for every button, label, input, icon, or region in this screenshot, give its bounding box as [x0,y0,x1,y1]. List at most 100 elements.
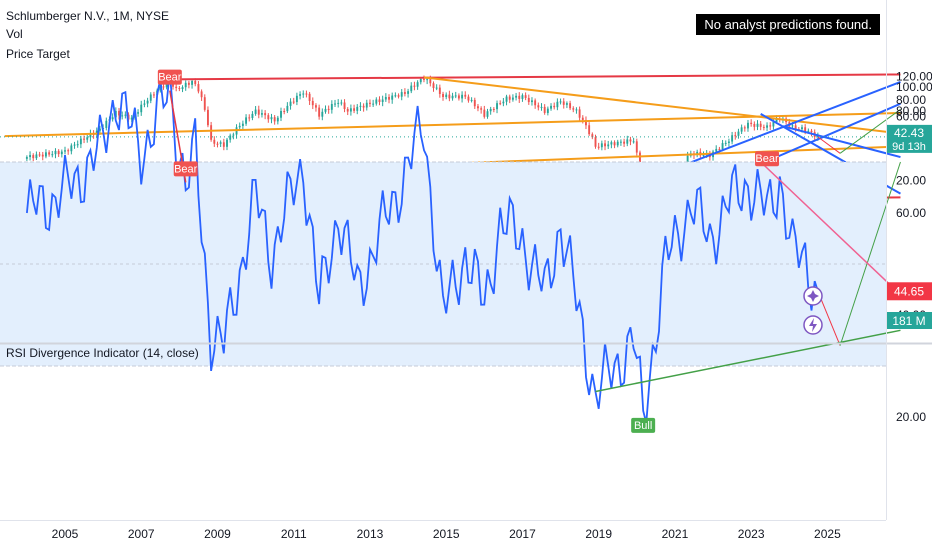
sparkle-icon-glyph [807,290,819,302]
candle-body [416,82,419,87]
candle-body [502,101,505,104]
signal-badge [173,161,198,177]
candle-body [585,119,587,126]
candle-body [362,105,365,108]
candle-body [327,108,330,110]
candle-body [200,91,203,98]
time-tick-label: 2005 [52,527,79,541]
candle-body [553,105,556,108]
candle-body [203,97,206,110]
candle-body [178,88,181,90]
candle-body [496,103,498,110]
candle-body [515,95,518,98]
green-divergence-line [595,329,901,393]
candle-body [273,117,276,122]
candle-body [597,146,600,148]
candle-body [410,85,413,92]
candle-body [213,139,216,144]
time-tick-label: 2019 [585,527,612,541]
candle-body [505,96,508,102]
candle-body [197,84,200,92]
candle-body [616,141,619,146]
candle-body [219,142,222,144]
signal-label: Bull [634,420,652,432]
candle-body [378,99,381,102]
candle-body [492,108,495,110]
candle-body [508,96,511,100]
candle-body [283,110,286,112]
candle-body [118,110,120,116]
candle-body [226,139,228,147]
signal-label: Bear [158,72,182,84]
candle-body [718,148,721,150]
candle-body [229,135,232,140]
candle-body [524,95,527,98]
signal-badge [157,69,182,85]
time-tick-label: 2007 [128,527,155,541]
candle-body [578,109,581,118]
candle-body [454,95,457,97]
candle-body [467,96,470,101]
candle-body [308,93,311,101]
candle-body [105,120,108,128]
time-tick-label: 2023 [738,527,765,541]
candle-body [375,99,378,104]
candle-body [270,117,273,120]
price-tick-label: 20.00 [896,174,926,188]
candle-body [261,113,263,115]
candle-body [543,106,546,113]
candle-body [483,109,486,117]
vol-legend[interactable]: Vol [6,27,23,41]
candle-body [537,105,540,108]
candle-body [438,87,441,94]
candle-body [241,123,244,126]
candle-body [111,117,114,120]
time-tick-label: 2017 [509,527,536,541]
candle-body [559,101,562,103]
signal-label: Bear [755,153,779,165]
candle-body [407,91,410,94]
candle-body [756,123,759,127]
candle-body [175,86,178,89]
candle-body [419,78,422,83]
countdown-label: 9d 13h [892,141,926,153]
candle-body [581,117,584,120]
candle-body [359,105,362,107]
candle-body [29,155,32,158]
candle-body [461,94,464,99]
candle-body [457,95,460,99]
candle-body [442,93,444,98]
candle-body [321,111,324,117]
candle-body [715,148,718,152]
price-tick-label: 100.00 [896,80,932,94]
candle-body [245,117,248,124]
candle-body [623,141,626,144]
price-tick-label: 80.00 [896,93,926,107]
candle-body [159,86,162,91]
candle-body [772,122,775,127]
candle-body [302,93,305,95]
candle-body [276,117,279,122]
candle-body [600,143,603,148]
candle-body [207,109,209,126]
candle-body [569,103,572,109]
candle-body [426,79,429,81]
candle-body [384,97,387,100]
candle-body [140,104,143,113]
candle-body [388,97,390,100]
candle-body [70,145,73,152]
candle-body [575,109,578,111]
rsi-last-label: 44.65 [894,284,924,298]
candle-body [137,112,140,114]
candle-body [762,126,765,128]
price-target-legend[interactable]: Price Target [6,47,70,61]
candle-body [724,142,727,144]
candle-body [124,114,127,116]
rsi-legend[interactable]: RSI Divergence Indicator (14, close) [6,346,199,360]
candle-body [210,125,213,140]
candle-body [349,108,352,112]
time-tick-label: 2015 [433,527,460,541]
candle-body [610,142,613,145]
